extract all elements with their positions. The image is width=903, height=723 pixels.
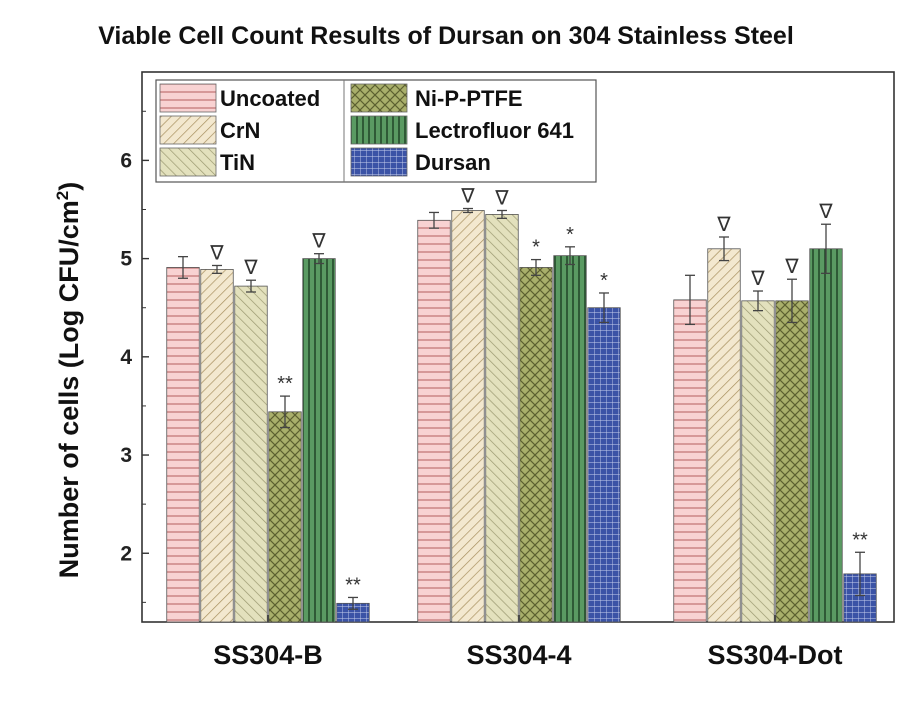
legend: Uncoated CrN TiN Ni-P-PTFE Lectrofluor 641 Du…	[155, 79, 597, 183]
significance-mark: *	[566, 224, 574, 246]
significance-mark: ∇	[209, 242, 224, 264]
legend-swatch	[159, 115, 217, 145]
significance-mark: ∇	[311, 231, 326, 253]
legend-swatch	[350, 115, 408, 145]
bar-tin-ss304-dot	[741, 300, 775, 623]
legend-swatch	[159, 147, 217, 177]
significance-mark: ∇	[243, 257, 258, 279]
bar-uncoated-ss304-4	[417, 219, 451, 623]
significance-mark: *	[532, 237, 540, 259]
significance-mark: ∇	[716, 214, 731, 236]
bar-lectrofluor-641-ss304-dot	[809, 248, 843, 623]
chart-title: Viable Cell Count Results of Dursan on 3…	[98, 22, 794, 50]
legend-label: TiN	[220, 150, 255, 175]
significance-mark: *	[600, 270, 608, 292]
y-axis-label-main: Number of cells (Log CFU/cm	[54, 200, 84, 578]
bar-ni-p-ptfe-ss304-dot	[775, 300, 809, 623]
bar-crn-ss304-4	[451, 210, 485, 623]
bar-uncoated-ss304-b	[166, 267, 200, 623]
bar-ni-p-ptfe-ss304-4	[519, 267, 553, 623]
y-tick-label: 4	[120, 346, 132, 369]
bar-ni-p-ptfe-ss304-b	[268, 411, 302, 623]
y-tick-label: 6	[120, 149, 132, 172]
bar-uncoated-ss304-dot	[673, 299, 707, 623]
bar-tin-ss304-4	[485, 214, 519, 623]
significance-mark: ∇	[494, 187, 509, 209]
significance-mark: **	[345, 574, 361, 596]
bar-tin-ss304-b	[234, 285, 268, 623]
legend-label: Uncoated	[220, 86, 320, 111]
legend-label: Dursan	[415, 150, 491, 175]
y-axis-label-sup: 2	[53, 191, 72, 200]
bar-dursan-ss304-4	[587, 307, 621, 623]
y-axis-label: Number of cells (Log CFU/cm2)	[53, 182, 84, 579]
significance-mark: ∇	[460, 186, 475, 208]
y-tick-label: 5	[120, 248, 132, 271]
x-tick-label: SS304-4	[466, 640, 571, 670]
y-tick-label: 2	[120, 542, 132, 565]
legend-swatch	[350, 147, 408, 177]
y-tick-label: 3	[120, 444, 132, 467]
legend-label: CrN	[220, 118, 260, 143]
legend-label: Ni-P-PTFE	[415, 86, 523, 111]
bar-crn-ss304-b	[200, 269, 234, 623]
x-tick-label: SS304-B	[213, 640, 323, 670]
significance-mark: ∇	[784, 256, 799, 278]
y-axis-label-close: )	[54, 182, 84, 191]
x-tick-label: SS304-Dot	[707, 640, 842, 670]
legend-label: Lectrofluor 641	[415, 118, 574, 143]
significance-mark: **	[277, 373, 293, 395]
significance-mark: ∇	[750, 268, 765, 290]
bar-lectrofluor-641-ss304-4	[553, 255, 587, 623]
legend-swatch	[159, 83, 217, 113]
bar-lectrofluor-641-ss304-b	[302, 258, 336, 623]
significance-mark: ∇	[818, 201, 833, 223]
significance-mark: **	[852, 529, 868, 551]
bar-crn-ss304-dot	[707, 248, 741, 623]
legend-swatch	[350, 83, 408, 113]
